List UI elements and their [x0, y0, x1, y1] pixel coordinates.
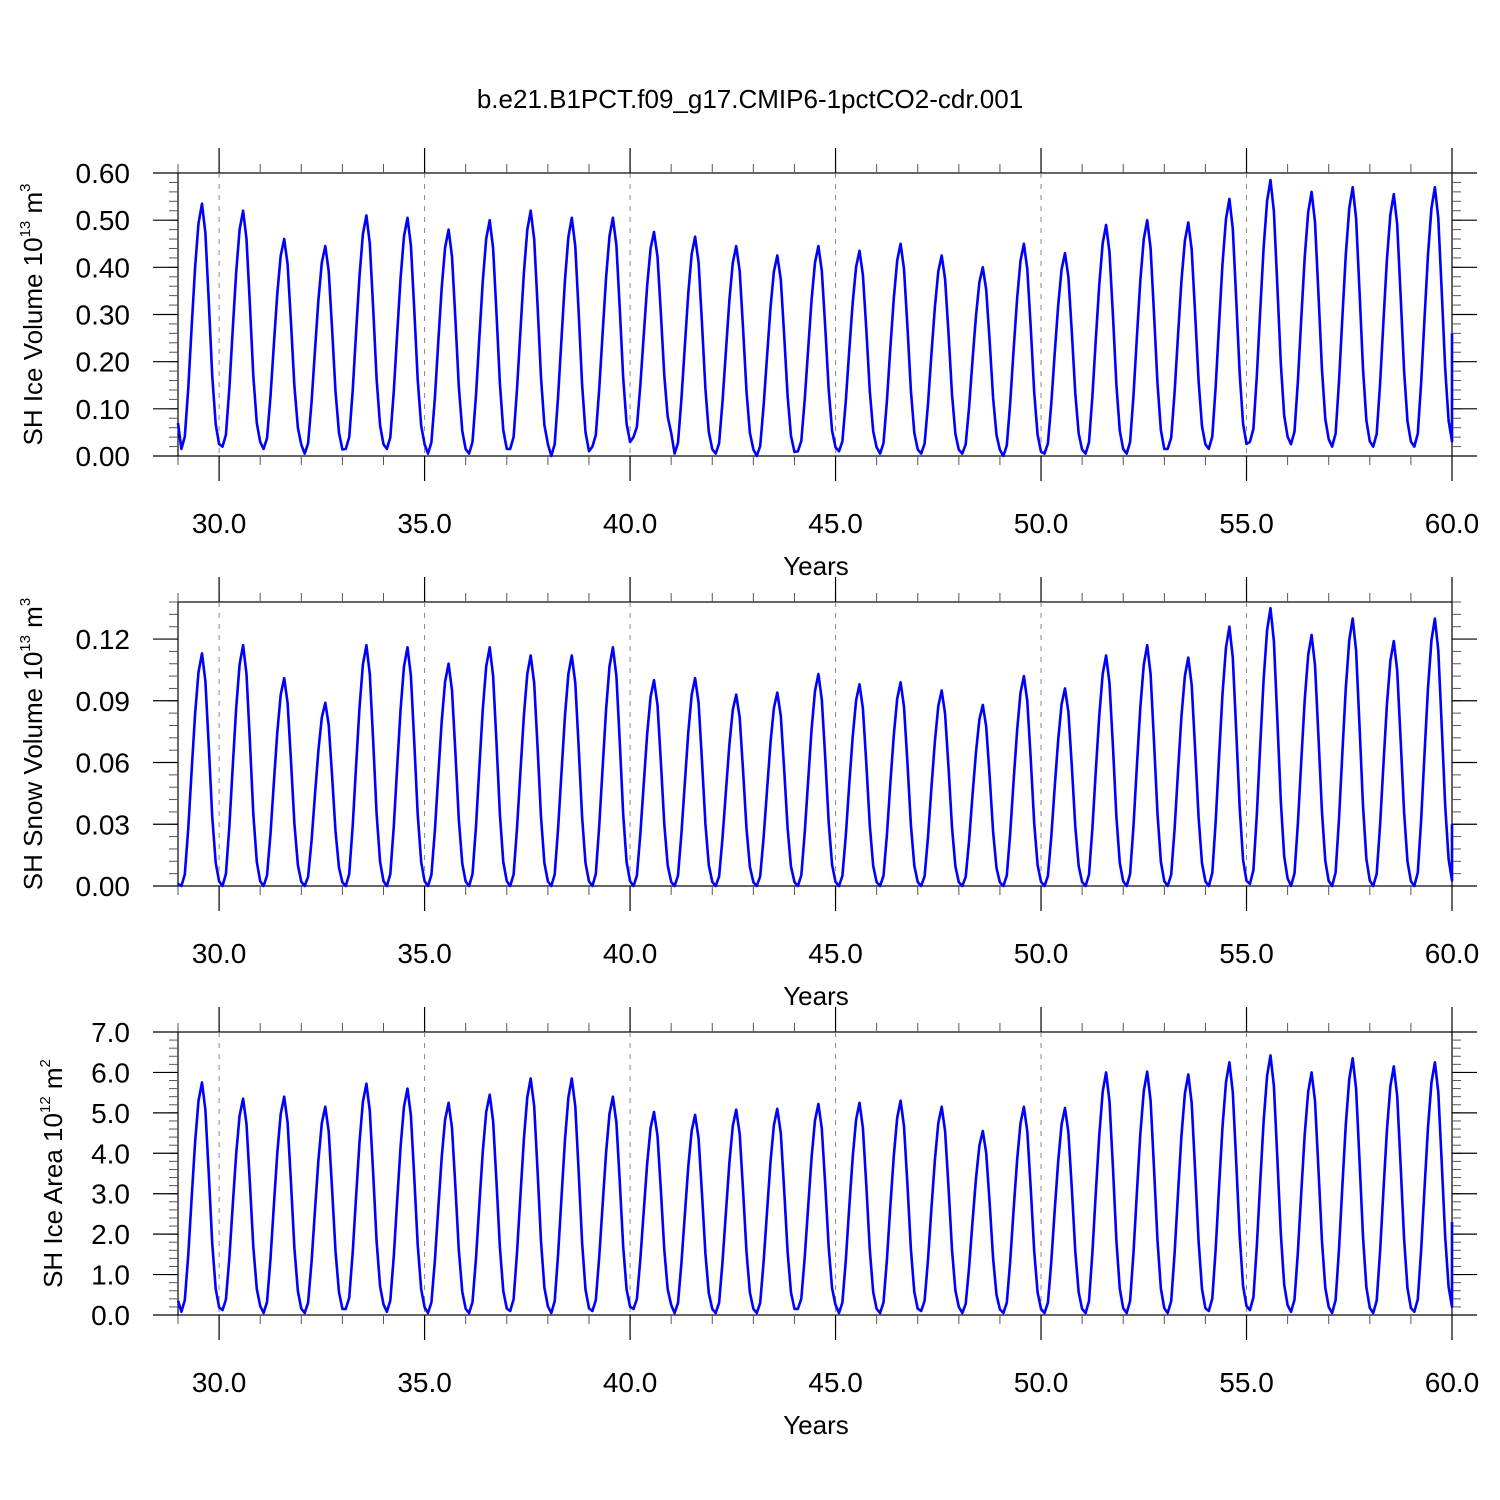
y-tick-label: 0.06: [76, 748, 131, 779]
data-series-line: [176, 1054, 1454, 1315]
y-axis-title-unit: m: [18, 192, 48, 221]
x-axis-title: Years: [783, 1410, 849, 1440]
x-axis-title: Years: [783, 551, 849, 581]
x-tick-label: 40.0: [603, 508, 658, 539]
panel-1: 30.0 35.0 40.0 45.0 50.0 55.0 60.0 0.00 0.10 0.20…: [17, 148, 1479, 581]
panels: 30.0 35.0 40.0 45.0 50.0 55.0 60.00.000.100.20…: [17, 148, 1479, 1440]
x-tick-label: 50.0: [1014, 938, 1069, 969]
x-tick-label: 55.0: [1219, 938, 1274, 969]
x-tick-label: 30.0: [192, 508, 247, 539]
y-axis-title: SH Ice Volume 1013 m3: [17, 183, 48, 445]
y-tick-label: 1.0: [91, 1260, 130, 1291]
x-tick-label: 35.0: [397, 1367, 452, 1398]
y-axis-title-exponent: 13: [17, 221, 34, 238]
x-tick-label: 50.0: [1014, 508, 1069, 539]
x-tick-label: 60.0: [1425, 938, 1480, 969]
x-tick-label: 40.0: [603, 938, 658, 969]
data-series-line: [177, 606, 1454, 888]
y-axis-title-text: SH Snow Volume 10: [18, 652, 48, 890]
y-tick-label: 0.09: [76, 686, 131, 717]
y-tick-label: 0.12: [76, 624, 131, 655]
y-axis-title-unit: m: [38, 1067, 68, 1096]
panel-3: 30.0 35.0 40.0 45.0 50.0 55.0 60.0 0.0 1.0 2.0 3.0…: [37, 1007, 1479, 1440]
x-tick-label: 40.0: [603, 1367, 658, 1398]
x-tick-label: 50.0: [1014, 1367, 1069, 1398]
y-axis-title-unit: m: [18, 606, 48, 635]
x-tick-label: 30.0: [192, 1367, 247, 1398]
y-tick-label: 0.50: [76, 205, 131, 236]
plot-frame: [177, 601, 1453, 887]
x-tick-label: 45.0: [808, 1367, 863, 1398]
y-tick-label: 0.03: [76, 809, 131, 840]
y-tick-label: 4.0: [91, 1138, 130, 1169]
y-axis-title-exponent: 13: [17, 635, 34, 652]
y-tick-label: 5.0: [91, 1098, 130, 1129]
y-axis-title-text: SH Ice Volume 10: [18, 237, 48, 445]
y-tick-label: 3.0: [91, 1179, 130, 1210]
y-tick-label: 0.30: [76, 300, 131, 331]
x-tick-label: 55.0: [1219, 508, 1274, 539]
y-tick-label: 0.0: [91, 1300, 130, 1331]
y-axis-title-unit-exponent: 3: [17, 598, 34, 606]
y-tick-label: 0.00: [76, 871, 131, 902]
x-tick-label: 60.0: [1425, 1367, 1480, 1398]
y-axis-title-unit-exponent: 2: [37, 1059, 54, 1067]
y-axis-title: SH Ice Area 1012 m2: [37, 1059, 68, 1288]
y-tick-label: 0.10: [76, 394, 131, 425]
x-tick-label: 35.0: [397, 938, 452, 969]
y-tick-label: 0.20: [76, 347, 131, 378]
x-axis-title: Years: [783, 981, 849, 1011]
y-axis-title: SH Snow Volume 1013 m3: [17, 598, 48, 890]
y-tick-label: 7.0: [91, 1017, 130, 1048]
x-tick-label: 45.0: [808, 938, 863, 969]
y-tick-label: 6.0: [91, 1057, 130, 1088]
panel-2: 30.0 35.0 40.0 45.0 50.0 55.0 60.0 0.00 0.03 0.06…: [17, 577, 1479, 1011]
chart-title: b.e21.B1PCT.f09_g17.CMIP6-1pctCO2-cdr.00…: [477, 84, 1023, 114]
y-axis-title-unit-exponent: 3: [17, 183, 34, 191]
y-tick-label: 0.40: [76, 252, 131, 283]
x-tick-label: 60.0: [1425, 508, 1480, 539]
x-tick-label: 55.0: [1219, 1367, 1274, 1398]
data-series-line: [176, 178, 1454, 458]
plot-frame: [177, 1031, 1453, 1316]
y-tick-label: 2.0: [91, 1219, 130, 1250]
y-tick-label: 0.00: [76, 441, 131, 472]
y-axis-title-exponent: 12: [37, 1096, 54, 1113]
y-tick-label: 0.60: [76, 158, 131, 189]
x-tick-label: 45.0: [808, 508, 863, 539]
x-tick-label: 30.0: [192, 938, 247, 969]
x-tick-label: 35.0: [397, 508, 452, 539]
y-axis-title-text: SH Ice Area 10: [38, 1113, 68, 1288]
